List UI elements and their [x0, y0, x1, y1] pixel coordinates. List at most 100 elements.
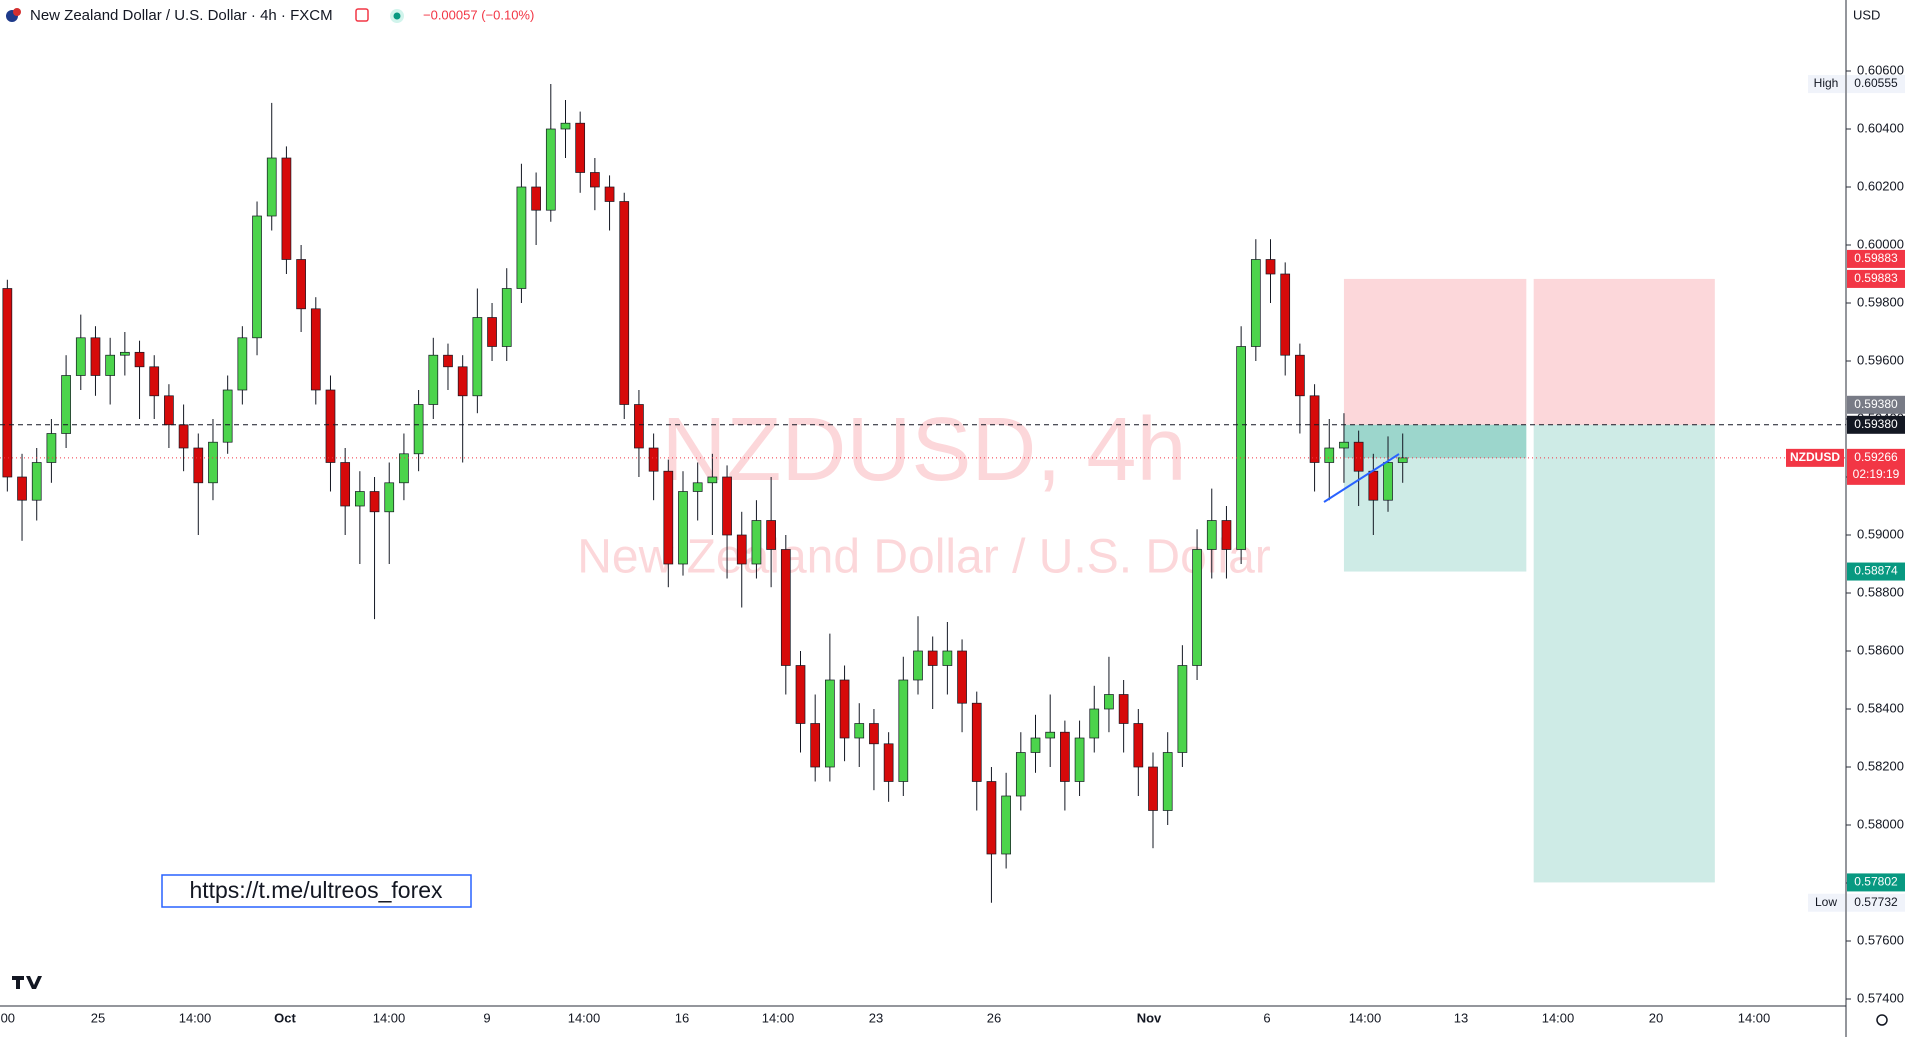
candle-body — [1368, 470, 1379, 501]
x-tick-label: Oct — [274, 1010, 296, 1025]
candle-body — [736, 534, 747, 565]
settings-icon[interactable] — [1876, 1014, 1888, 1026]
link-text[interactable]: https://t.me/ultreos_forex — [189, 877, 443, 903]
candle-body — [1192, 549, 1202, 666]
candle-body — [17, 476, 27, 501]
x-tick-label: 14:00 — [568, 1010, 601, 1025]
candle-body — [1148, 766, 1158, 811]
y-tick-label: 0.60600 — [1857, 62, 1904, 77]
candle-body — [46, 433, 57, 463]
candle-body — [1324, 447, 1335, 463]
stop-zone — [1533, 278, 1715, 425]
candle-body — [310, 308, 321, 391]
high-tag-bg — [1847, 75, 1905, 94]
candle-body — [1118, 694, 1129, 724]
candle-body — [266, 157, 277, 217]
target-zone — [1533, 424, 1715, 883]
candle-body — [751, 520, 762, 565]
candle-body — [1295, 354, 1305, 397]
x-tick-label: 14:00 — [762, 1010, 795, 1025]
candle-body — [678, 491, 688, 565]
candle-body — [369, 491, 380, 513]
candle-body — [325, 389, 336, 463]
x-tick-label: 23 — [869, 1010, 883, 1025]
candle-body — [1353, 441, 1364, 472]
candle-body — [61, 375, 71, 434]
header: New Zealand Dollar / U.S. Dollar · 4h · … — [6, 7, 534, 24]
candle-body — [634, 404, 644, 449]
target-tag: 0.58874 — [1854, 564, 1898, 578]
candle-body — [1250, 259, 1261, 347]
x-tick-label: 6 — [1263, 1010, 1270, 1025]
link-frame[interactable] — [161, 874, 472, 908]
candle-body — [457, 366, 468, 397]
axes: 0.60600 0.60400 0.60200 0.60000 0.59800 0.596… — [0, 62, 1905, 1025]
candle-body — [869, 723, 879, 745]
candle-body — [1074, 737, 1085, 782]
y-tick-label: 0.59000 — [1857, 526, 1904, 541]
candle-body — [193, 447, 204, 484]
candle-body — [384, 482, 395, 513]
currency[interactable]: USD — [1853, 7, 1880, 22]
target-tag-bg — [1847, 873, 1905, 892]
candle-body — [1309, 395, 1320, 463]
x-tick-label: 14:00 — [1542, 1010, 1575, 1025]
y-tick-label: 0.58200 — [1857, 758, 1904, 773]
candle-body — [795, 665, 806, 724]
candle-body — [208, 441, 218, 484]
candle-body — [1280, 273, 1291, 356]
stop-tag-bg — [1847, 249, 1905, 268]
low-tag: 0.57732 — [1854, 895, 1898, 909]
candle-body — [487, 317, 497, 347]
symbol-tag: NZDUSD — [1790, 450, 1840, 464]
link-box[interactable]: https://t.me/ultreos_forex — [161, 874, 472, 908]
flag-icon — [13, 8, 21, 16]
candle-body — [971, 702, 982, 782]
candle-body — [1104, 694, 1114, 710]
alert-icon[interactable] — [355, 8, 369, 22]
last-price-bg — [1847, 448, 1905, 485]
x-tick-label: 26 — [987, 1010, 1001, 1025]
y-tick-label: 0.60200 — [1857, 178, 1904, 193]
low-label-bg — [1808, 893, 1845, 912]
x-tick-label: 16 — [675, 1010, 689, 1025]
candle-body — [545, 128, 556, 211]
candle-body — [413, 404, 424, 455]
candle-body — [281, 157, 292, 260]
y-tick-label: 0.60400 — [1857, 120, 1904, 135]
candle-body — [1383, 462, 1393, 501]
candle-body — [134, 351, 145, 368]
candle-body — [472, 317, 483, 397]
candle-body — [178, 424, 189, 449]
candle-body — [927, 650, 938, 666]
y-tick-label: 0.59800 — [1857, 294, 1904, 309]
y-tick-label: 0.58600 — [1857, 642, 1904, 657]
candle-body — [707, 476, 718, 484]
candle-body — [340, 462, 351, 507]
x-tick-label: 13 — [1454, 1010, 1468, 1025]
candle-body — [90, 337, 101, 376]
candle-body — [399, 453, 409, 484]
watermark-subtitle: New Zealand Dollar / U.S. Dollar — [577, 531, 1271, 584]
candle-body — [986, 781, 997, 855]
candle-body — [2, 288, 13, 478]
candle-body — [957, 650, 967, 704]
candle-body — [663, 470, 674, 565]
candle-body — [854, 723, 865, 739]
candle-body — [883, 743, 894, 782]
plot — [0, 84, 1846, 903]
candle-body — [31, 462, 42, 501]
candle-body — [1045, 731, 1056, 739]
candle-body — [355, 491, 365, 507]
candle-body — [1001, 795, 1011, 855]
last-price: 0.59266 — [1854, 450, 1898, 464]
candle-body — [1089, 708, 1100, 739]
candle-body — [105, 354, 116, 376]
candle-body — [1030, 737, 1041, 753]
entry-tag-bg — [1847, 415, 1905, 434]
candle-body — [810, 723, 821, 768]
candle-body — [1206, 520, 1217, 550]
stop-tag: 0.59883 — [1854, 251, 1898, 265]
candle-body — [604, 186, 615, 202]
